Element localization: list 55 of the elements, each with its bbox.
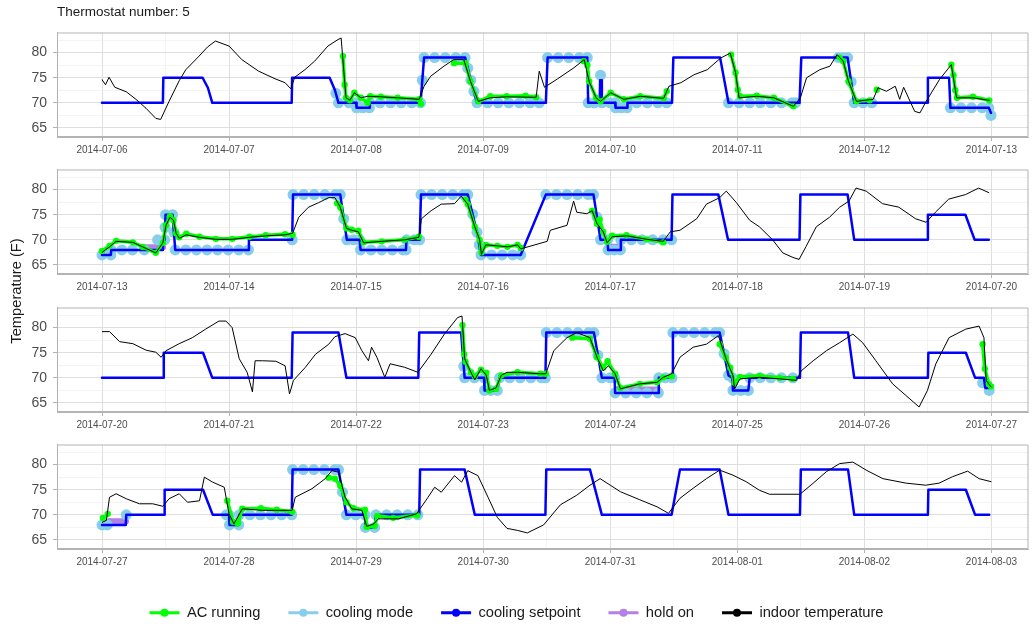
x-tick-label: 2014-07-19 <box>838 280 891 292</box>
x-tick-label: 2014-07-22 <box>330 418 383 430</box>
legend-label: indoor temperature <box>759 603 884 620</box>
x-tick-label: 2014-07-25 <box>711 418 764 430</box>
chart-title: Thermostat number: 5 <box>57 4 190 20</box>
y-tick-label: 75 <box>31 68 48 85</box>
x-tick-label: 2014-07-16 <box>457 280 510 292</box>
x-tick-label: 2014-08-03 <box>965 555 1018 567</box>
legend-label: cooling mode <box>325 603 414 620</box>
y-tick-label: 80 <box>31 318 48 335</box>
x-tick-label: 2014-07-09 <box>457 143 510 155</box>
y-tick-label: 75 <box>31 205 48 222</box>
x-tick-label: 2014-07-15 <box>330 280 383 292</box>
x-tick-label: 2014-07-07 <box>203 143 256 155</box>
legend-label: hold on <box>645 603 695 620</box>
x-tick-label: 2014-07-06 <box>76 143 129 155</box>
y-tick-label: 75 <box>31 480 48 497</box>
x-tick-label: 2014-07-10 <box>584 143 637 155</box>
x-tick-label: 2014-07-08 <box>330 143 383 155</box>
y-tick-label: 70 <box>31 368 48 385</box>
x-tick-label: 2014-07-29 <box>330 555 383 567</box>
y-tick-label: 80 <box>31 43 48 60</box>
x-tick-label: 2014-07-23 <box>457 418 510 430</box>
x-tick-label: 2014-07-20 <box>965 280 1018 292</box>
x-tick-label: 2014-08-01 <box>711 555 764 567</box>
x-tick-label: 2014-07-14 <box>203 280 256 292</box>
x-tick-label: 2014-07-24 <box>584 418 637 430</box>
y-tick-label: 70 <box>31 505 48 522</box>
x-tick-label: 2014-07-30 <box>457 555 510 567</box>
y-axis-title: Temperature (F) <box>7 237 25 344</box>
y-tick-label: 65 <box>31 530 48 547</box>
legend-label: AC running <box>186 603 261 620</box>
y-tick-label: 80 <box>31 180 48 197</box>
y-tick-label: 75 <box>31 343 48 360</box>
y-tick-label: 65 <box>31 393 48 410</box>
x-tick-label: 2014-07-13 <box>76 280 129 292</box>
y-tick-label: 65 <box>31 255 48 272</box>
y-tick-label: 65 <box>31 118 48 135</box>
x-tick-label: 2014-07-27 <box>76 555 129 567</box>
x-tick-label: 2014-07-11 <box>712 143 763 155</box>
x-tick-label: 2014-07-13 <box>965 143 1018 155</box>
x-tick-label: 2014-07-17 <box>584 280 637 292</box>
x-tick-label: 2014-07-21 <box>203 418 256 430</box>
x-tick-label: 2014-07-18 <box>711 280 764 292</box>
x-tick-label: 2014-08-02 <box>838 555 891 567</box>
x-tick-label: 2014-07-28 <box>203 555 256 567</box>
x-tick-label: 2014-07-26 <box>838 418 891 430</box>
x-tick-label: 2014-07-31 <box>584 555 637 567</box>
y-tick-label: 80 <box>31 455 48 472</box>
x-tick-label: 2014-07-20 <box>76 418 129 430</box>
x-tick-label: 2014-07-27 <box>965 418 1018 430</box>
x-tick-label: 2014-07-12 <box>838 143 891 155</box>
y-tick-label: 70 <box>31 230 48 247</box>
y-tick-label: 70 <box>31 93 48 110</box>
legend-label: cooling setpoint <box>478 603 581 620</box>
